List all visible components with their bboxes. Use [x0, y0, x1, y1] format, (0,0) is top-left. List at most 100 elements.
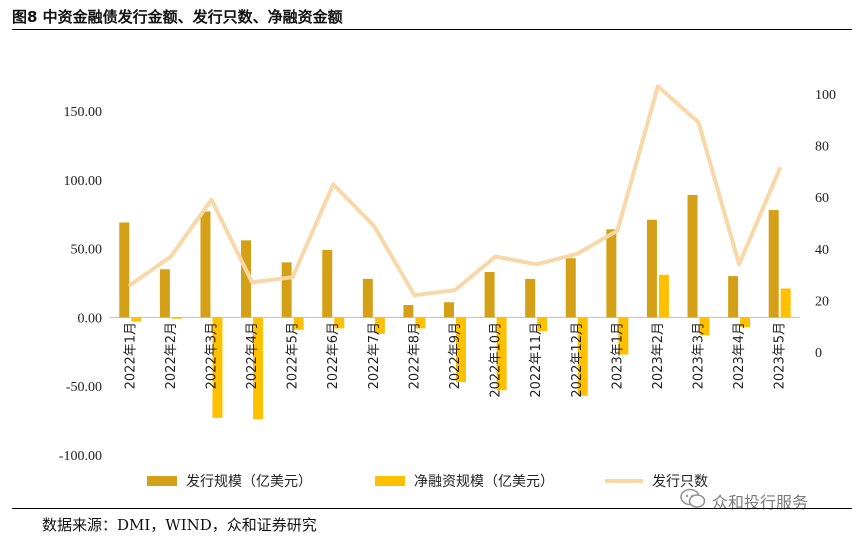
bar-issuance: [322, 249, 333, 318]
x-tick-label: 2023年3月: [692, 322, 707, 389]
legend: 发行规模（亿美元） 净融资规模（亿美元） 发行只数: [147, 474, 708, 490]
bar-net-financing: [496, 317, 507, 391]
x-tick-label: 2022年10月: [489, 322, 504, 398]
bar-issuance: [606, 229, 617, 318]
bar-issuance: [444, 302, 454, 318]
wechat-icon: [680, 488, 706, 514]
count-point: [534, 262, 538, 266]
x-tick-label: 2022年4月: [245, 322, 260, 389]
x-tick-label: 2022年9月: [448, 322, 463, 389]
count-point: [697, 120, 701, 124]
count-point: [453, 288, 457, 292]
right-axis-ticks: 100 80 60 40 20 0: [815, 88, 836, 361]
watermark-text: 众和投行服务: [712, 493, 809, 512]
count-point: [778, 167, 782, 171]
legend-swatch-net: [375, 476, 405, 486]
x-tick-label: 2022年3月: [204, 322, 219, 389]
bars-group: [119, 194, 791, 420]
x-tick-label: 2022年2月: [164, 322, 179, 389]
right-tick-label: 100: [815, 88, 836, 103]
count-point: [209, 198, 213, 202]
count-point: [494, 255, 498, 259]
right-tick-label: 80: [815, 140, 829, 155]
bar-net-financing: [456, 317, 466, 383]
bar-net-financing: [577, 317, 588, 396]
left-tick-label: -100.00: [59, 449, 102, 464]
bar-issuance: [484, 271, 495, 318]
count-point: [169, 255, 173, 259]
bar-issuance: [403, 305, 414, 318]
bar-issuance: [565, 258, 576, 318]
bar-issuance: [362, 278, 373, 318]
bar-issuance: [241, 240, 252, 318]
source-note: 数据来源：DMI，WIND，众和证券研究: [42, 516, 317, 534]
bar-issuance: [119, 222, 130, 318]
bar-net-financing: [171, 317, 182, 319]
right-tick-label: 40: [815, 243, 829, 258]
bar-net-financing: [740, 317, 751, 328]
legend-swatch-issuance: [147, 476, 177, 486]
bar-net-financing: [212, 317, 223, 418]
right-tick-label: 20: [815, 294, 829, 309]
bar-net-financing: [699, 317, 710, 336]
x-tick-label: 2022年6月: [326, 322, 341, 389]
bar-net-financing: [131, 317, 142, 322]
right-tick-label: 60: [815, 191, 829, 206]
count-point: [331, 182, 335, 186]
left-axis-ticks: 150.00 100.00 50.00 0.00 -50.00 -100.00: [59, 105, 102, 464]
count-line-group: [128, 84, 782, 298]
bar-net-financing: [334, 317, 345, 329]
count-point: [737, 262, 741, 266]
bar-issuance: [281, 262, 292, 318]
bar-net-financing: [374, 317, 385, 334]
bar-issuance: [687, 194, 698, 318]
bar-net-financing: [780, 288, 791, 318]
bar-net-financing: [537, 317, 548, 332]
bar-net-financing: [415, 317, 426, 329]
x-tick-label: 2023年2月: [651, 322, 666, 389]
left-tick-label: 0.00: [78, 311, 103, 326]
x-tick-label: 2022年7月: [367, 322, 382, 389]
right-tick-label: 0: [815, 346, 822, 361]
count-point: [656, 84, 660, 88]
bar-net-financing: [618, 317, 629, 355]
left-tick-label: -50.00: [66, 380, 102, 395]
x-tick-label: 2022年11月: [529, 322, 544, 398]
count-point: [575, 252, 579, 256]
count-point: [412, 293, 416, 297]
count-point: [291, 275, 295, 279]
x-tick-label: 2022年1月: [123, 322, 138, 389]
x-tick-label: 2023年1月: [610, 322, 625, 389]
x-tick-label: 2023年4月: [732, 322, 747, 389]
legend-label-net: 净融资规模（亿美元）: [414, 474, 554, 490]
bar-issuance: [159, 269, 170, 318]
x-tick-label: 2022年8月: [407, 322, 422, 389]
bar-issuance: [768, 210, 779, 318]
figure-title: 图8 中资金融债发行金额、发行只数、净融资金额: [12, 8, 343, 26]
count-line: [128, 84, 782, 298]
bar-net-financing: [293, 317, 304, 330]
bar-issuance: [200, 211, 211, 318]
count-point: [128, 283, 132, 287]
bar-net-financing: [658, 274, 669, 318]
x-axis-labels: 2022年1月 2022年2月 2022年3月 2022年4月 2022年5月 2022年…: [123, 322, 787, 398]
count-point: [250, 280, 254, 284]
count-point: [615, 229, 619, 233]
left-tick-label: 100.00: [64, 174, 103, 189]
bar-issuance: [728, 276, 739, 318]
bar-net-financing: [253, 317, 264, 420]
x-tick-label: 2022年12月: [570, 322, 585, 398]
count-point: [372, 224, 376, 228]
source-divider: [12, 508, 852, 509]
bar-issuance: [646, 219, 657, 318]
legend-label-issuance: 发行规模（亿美元）: [186, 474, 312, 490]
left-tick-label: 150.00: [64, 105, 103, 120]
x-tick-label: 2022年5月: [286, 322, 301, 389]
x-tick-label: 2023年5月: [773, 322, 788, 389]
legend-label-count: 发行只数: [652, 474, 708, 490]
left-tick-label: 50.00: [71, 243, 103, 258]
bar-issuance: [525, 278, 536, 318]
watermark: 众和投行服务: [680, 488, 808, 514]
title-divider: [12, 29, 852, 30]
